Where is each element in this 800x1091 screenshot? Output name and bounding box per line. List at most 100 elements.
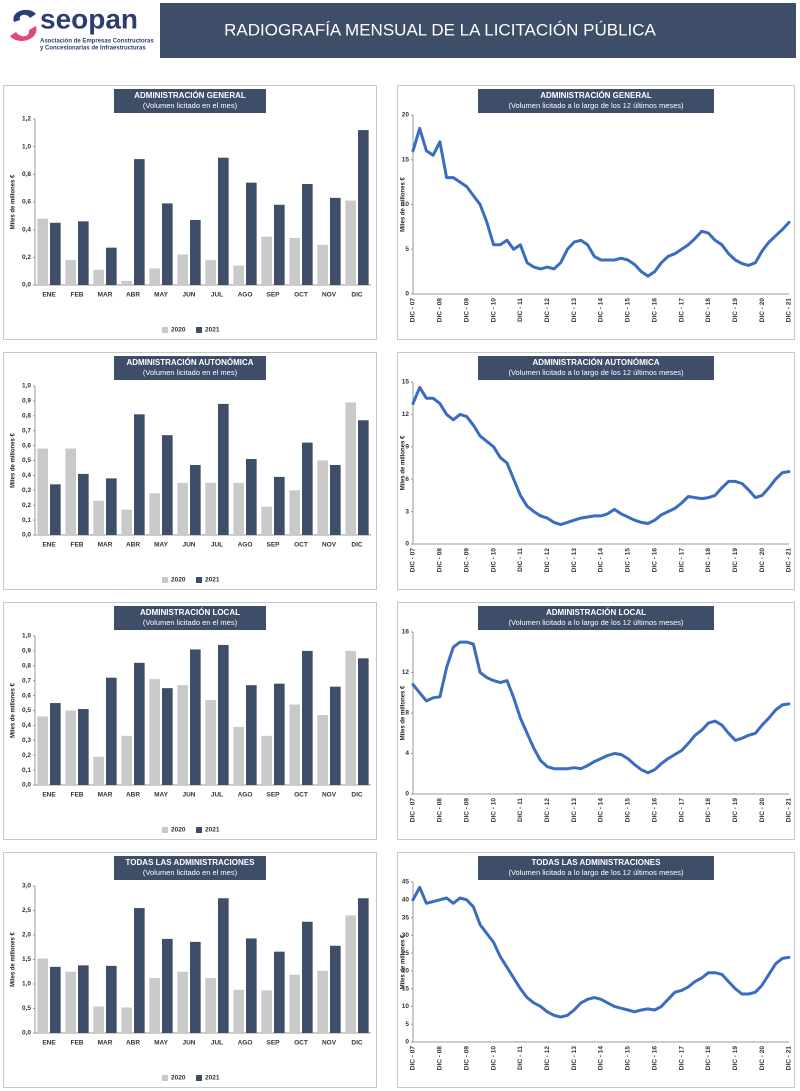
x-tick-label: DIC - 11 [517,548,524,572]
bar [78,709,89,785]
panel [3,85,377,340]
x-tick-label: MAR [98,792,113,799]
y-tick-label: 0 [405,1039,409,1046]
y-tick-label: 0,6 [22,692,31,699]
x-tick-label: AGO [238,792,253,799]
title-box [114,856,266,880]
title-box [478,856,714,880]
y-tick-label: 2,0 [22,932,31,939]
bar [177,971,188,1033]
legend-swatch [162,1075,168,1081]
bar [317,714,328,785]
x-tick-label: DIC - 21 [786,548,793,573]
y-tick-label: 1,5 [22,956,31,963]
y-tick-label: 5 [405,1021,409,1028]
bar [302,184,313,285]
x-tick-label: SEP [266,1040,280,1047]
x-tick-label: DIC - 07 [410,548,417,573]
y-tick-label: 0,1 [22,517,31,524]
x-tick-label: DIC - 15 [625,298,632,323]
bar [134,414,145,535]
x-tick-label: DIC - 17 [678,1046,685,1071]
bar [218,403,229,535]
x-tick-label: DIC - 13 [571,798,578,823]
x-tick-label: DIC - 16 [651,298,658,323]
y-tick-label: 9 [405,444,409,451]
panel [397,852,795,1088]
x-tick-label: DIC - 14 [598,298,605,323]
x-tick-label: ABR [126,542,140,549]
panel [397,352,795,590]
bar [261,236,272,285]
x-tick-label: DIC - 16 [651,1046,658,1071]
y-tick-label: 30 [402,932,410,939]
y-tick-label: 0,7 [22,677,31,684]
y-axis-label: Miles de millones € [401,176,407,231]
bar [106,965,117,1033]
legend-swatch [162,577,168,583]
bar [358,658,369,785]
bar [274,683,285,785]
bar [149,978,160,1033]
x-tick-label: DIC - 15 [625,798,632,823]
bar [177,482,188,535]
y-tick-label: 0 [405,291,409,298]
x-tick-label: DIC - 09 [463,798,470,823]
y-tick-label: 0,0 [22,532,31,539]
bar [205,482,216,535]
x-tick-label: DIC - 13 [571,1046,578,1071]
y-tick-label: 10 [402,201,410,208]
x-tick-label: DIC - 12 [544,298,551,323]
chart-subtitle: (Volumen licitado en el mes) [143,618,238,627]
y-tick-label: 0,5 [22,1005,31,1012]
legend-label: 2021 [205,327,220,334]
x-tick-label: DIC - 17 [678,298,685,323]
x-tick-label: ABR [126,1040,140,1047]
bar [177,685,188,785]
x-tick-label: JUN [182,792,195,799]
x-tick-label: AGO [238,542,253,549]
x-tick-label: DIC - 09 [463,298,470,323]
bar [65,710,76,785]
y-tick-label: 8 [405,710,409,717]
y-tick-label: 0,1 [22,767,31,774]
y-tick-label: 0,2 [22,502,31,509]
bar [37,218,48,285]
x-tick-label: FEB [71,792,84,799]
header: seopan Asociación de Empresas Constructo… [10,3,796,58]
y-tick-label: 45 [402,879,410,886]
bar [93,269,104,285]
y-tick-label: 0,3 [22,737,31,744]
y-tick-label: 15 [402,156,410,163]
chart-title: TODAS LAS ADMINISTRACIONES [532,858,662,867]
panel [397,85,795,340]
bar [190,649,201,785]
x-tick-label: DIC - 08 [437,1046,444,1071]
y-tick-label: 1,0 [22,143,31,150]
chart-title: ADMINISTRACIÓN LOCAL [546,608,646,617]
x-tick-label: ENE [42,292,56,299]
x-tick-label: NOV [322,292,337,299]
line [411,885,791,1019]
bar [233,482,244,535]
x-tick-label: DIC - 14 [598,1046,605,1071]
x-tick-label: DIC - 11 [517,798,524,822]
x-tick-label: AGO [238,1040,253,1047]
bar [233,989,244,1033]
bar [37,448,48,535]
x-tick-label: ABR [126,792,140,799]
bar [246,459,257,535]
y-tick-label: 1,0 [22,633,31,640]
x-tick-label: DIC - 21 [786,1046,793,1071]
bar [261,735,272,785]
legend-label: 2021 [205,577,220,584]
legend-swatch [162,327,168,333]
bar [345,650,356,785]
x-tick-label: JUL [211,292,223,299]
y-tick-label: 1,0 [22,383,31,390]
bar [50,484,61,535]
y-tick-label: 0,0 [22,282,31,289]
y-tick-label: 0,7 [22,427,31,434]
y-axis-label: Miles de millones € [401,435,407,490]
bar [345,915,356,1033]
